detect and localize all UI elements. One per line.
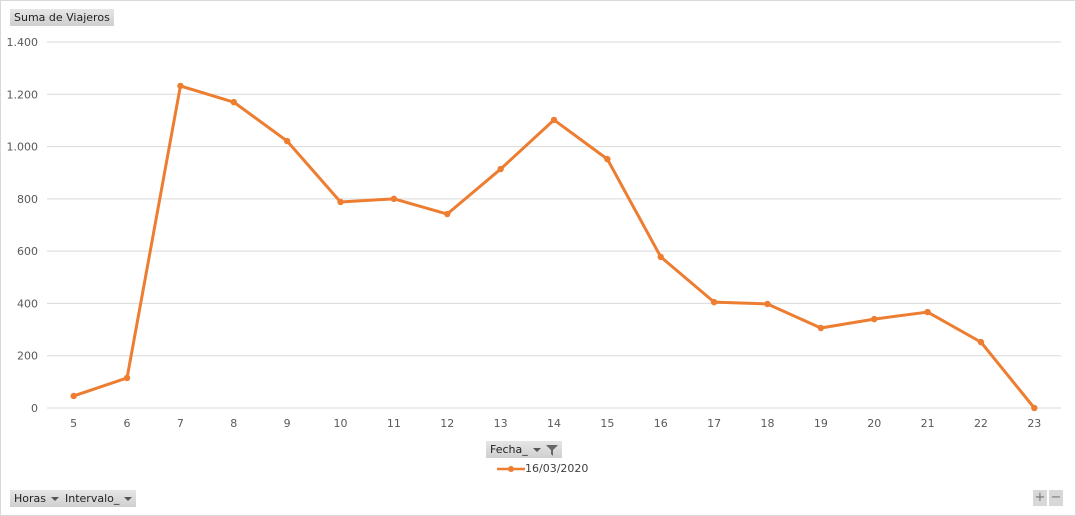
x-tick-label: 21 (921, 417, 935, 430)
legend: 16/03/2020 (497, 462, 588, 476)
x-tick-label: 18 (760, 417, 774, 430)
y-tick-label: 600 (17, 245, 38, 258)
data-point[interactable] (977, 338, 985, 346)
x-tick-label: 20 (867, 417, 881, 430)
data-point[interactable] (817, 324, 825, 332)
y-tick-label: 800 (17, 193, 38, 206)
data-point[interactable] (390, 195, 398, 203)
x-tick-label: 16 (654, 417, 668, 430)
collapse-button[interactable]: − (1049, 490, 1063, 506)
y-tick-label: 1.000 (7, 141, 39, 154)
x-tick-label: 10 (334, 417, 348, 430)
data-point[interactable] (70, 392, 77, 400)
y-tick-label: 0 (31, 402, 38, 415)
x-tick-label: 23 (1027, 417, 1041, 430)
filter-field-button[interactable]: Fecha_ (486, 441, 563, 458)
data-point[interactable] (550, 116, 558, 124)
filter-icon (546, 444, 559, 456)
x-tick-label: 14 (547, 417, 561, 430)
data-point[interactable] (177, 82, 184, 90)
data-point[interactable] (710, 298, 718, 306)
axis-field-button-intervalo[interactable]: Intervalo_ (61, 490, 137, 507)
dropdown-arrow-icon (124, 497, 133, 501)
y-tick-label: 200 (17, 350, 38, 363)
x-tick-label: 17 (707, 417, 721, 430)
data-point[interactable] (337, 198, 344, 206)
x-tick-label: 19 (814, 417, 828, 430)
value-field-button[interactable]: Suma de Viajeros (10, 9, 114, 26)
x-tick-label: 11 (387, 417, 401, 430)
x-tick-label: 13 (494, 417, 508, 430)
dropdown-arrow-icon (532, 448, 541, 452)
y-tick-label: 1.200 (7, 88, 39, 101)
x-tick-label: 9 (284, 417, 291, 430)
data-point[interactable] (283, 137, 291, 145)
data-point[interactable] (1031, 404, 1038, 412)
data-point[interactable] (924, 308, 931, 316)
data-point[interactable] (764, 300, 771, 308)
x-tick-label: 22 (974, 417, 988, 430)
data-point[interactable] (657, 253, 664, 261)
y-tick-label: 1.400 (7, 36, 39, 49)
expand-button[interactable]: + (1033, 490, 1047, 506)
x-tick-label: 15 (600, 417, 614, 430)
data-point[interactable] (444, 210, 451, 218)
legend-label: 16/03/2020 (525, 462, 589, 475)
data-point[interactable] (497, 165, 504, 173)
x-tick-label: 12 (440, 417, 454, 430)
axis-field-button-horas[interactable]: Horas (10, 490, 63, 507)
data-point[interactable] (871, 315, 878, 323)
legend-marker-icon (497, 466, 525, 472)
data-point[interactable] (123, 374, 131, 382)
value-field-label: Suma de Viajeros (14, 11, 110, 24)
filter-field-label: Fecha_ (490, 443, 528, 456)
plus-icon: + (1034, 490, 1046, 505)
axis-field-label: Intervalo_ (65, 492, 120, 505)
series-line (73, 84, 1036, 409)
minus-icon: − (1050, 490, 1062, 505)
dropdown-arrow-icon (51, 497, 59, 501)
y-tick-label: 400 (17, 297, 38, 310)
data-point[interactable] (230, 98, 237, 106)
x-tick-label: 8 (230, 417, 237, 430)
axis-field-label: Horas (14, 492, 46, 505)
x-tick-label: 6 (124, 417, 131, 430)
x-tick-label: 7 (177, 417, 184, 430)
data-point[interactable] (604, 155, 611, 163)
x-tick-label: 5 (70, 417, 77, 430)
